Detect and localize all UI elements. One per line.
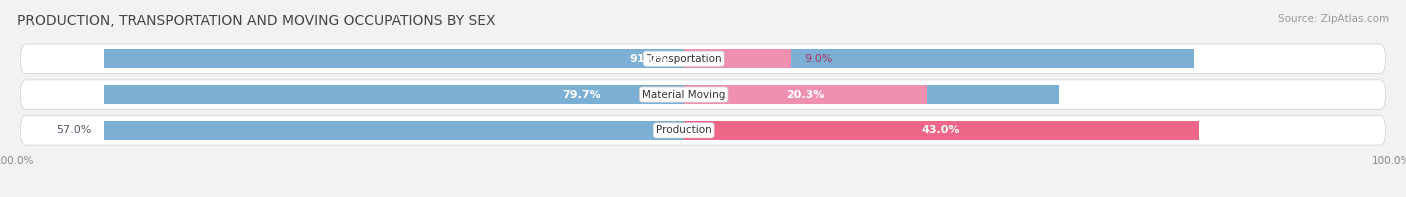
Text: Material Moving: Material Moving: [643, 90, 725, 99]
Text: PRODUCTION, TRANSPORTATION AND MOVING OCCUPATIONS BY SEX: PRODUCTION, TRANSPORTATION AND MOVING OC…: [17, 14, 495, 28]
Text: Transportation: Transportation: [645, 54, 721, 64]
Bar: [683, 85, 927, 104]
Text: 57.0%: 57.0%: [56, 125, 91, 135]
Bar: [104, 49, 1194, 68]
FancyBboxPatch shape: [21, 80, 1385, 109]
Bar: [683, 121, 1199, 140]
Text: 9.0%: 9.0%: [804, 54, 832, 64]
Bar: [104, 121, 787, 140]
Text: 79.7%: 79.7%: [562, 90, 600, 99]
Text: Production: Production: [655, 125, 711, 135]
Text: Source: ZipAtlas.com: Source: ZipAtlas.com: [1278, 14, 1389, 24]
Bar: [683, 49, 792, 68]
FancyBboxPatch shape: [21, 116, 1385, 145]
Text: 20.3%: 20.3%: [786, 90, 824, 99]
Text: 91.0%: 91.0%: [630, 54, 668, 64]
Bar: [104, 85, 1059, 104]
FancyBboxPatch shape: [21, 44, 1385, 73]
Text: 43.0%: 43.0%: [922, 125, 960, 135]
